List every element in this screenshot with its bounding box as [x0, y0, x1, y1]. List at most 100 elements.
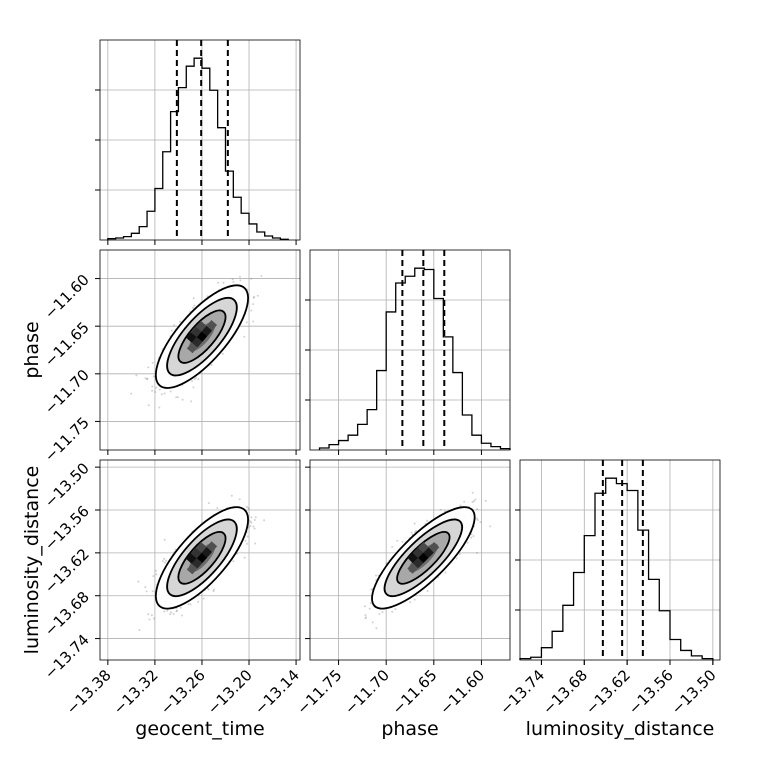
density-core — [407, 541, 440, 574]
sample-point — [231, 278, 234, 281]
sample-point — [476, 517, 478, 520]
sample-point — [147, 613, 150, 616]
sample-point — [202, 597, 205, 600]
sample-point — [158, 388, 161, 391]
sample-point — [145, 590, 148, 593]
sample-point — [189, 603, 192, 606]
sample-point — [130, 392, 133, 395]
sample-point — [444, 571, 447, 574]
sample-point — [252, 320, 255, 323]
sample-point — [221, 352, 224, 355]
sample-point — [459, 504, 462, 507]
sample-point — [210, 364, 213, 366]
sample-point — [192, 386, 195, 389]
xtick-label: −11.70 — [341, 666, 393, 718]
sample-point — [239, 275, 241, 278]
density-cell — [191, 337, 203, 348]
sample-point — [378, 613, 381, 615]
y-axis-phase: −11.75−11.70−11.65−11.60 — [41, 271, 100, 466]
sample-point — [474, 498, 477, 501]
sample-point — [193, 304, 196, 307]
hist-panel-luminosity_distance — [515, 459, 721, 665]
sample-point — [144, 586, 147, 589]
sample-point — [476, 519, 479, 521]
xtick-label: −11.75 — [293, 666, 345, 718]
sample-point — [254, 542, 257, 545]
density-cell — [423, 547, 434, 558]
sample-point — [253, 295, 256, 298]
sample-point — [212, 590, 215, 593]
panel-frame — [519, 459, 721, 661]
y-axis-label-luminosity_distance: luminosity_distance — [21, 466, 43, 655]
sample-point — [254, 516, 257, 519]
x-axis-luminosity_distance: −13.74−13.68−13.62−13.56−13.50 — [496, 660, 720, 718]
ytick-label: −13.50 — [41, 459, 93, 511]
sample-point — [146, 378, 149, 381]
sample-point — [472, 535, 475, 538]
sample-point — [426, 590, 429, 592]
density-cell — [186, 332, 197, 343]
sample-point — [177, 396, 179, 399]
sample-point — [232, 280, 235, 283]
sample-point — [158, 406, 161, 409]
sample-point — [375, 574, 377, 577]
y-axis-label-phase: phase — [21, 321, 43, 378]
sample-point — [248, 508, 250, 510]
sample-point — [463, 500, 466, 503]
panel-content — [130, 275, 263, 409]
density-cell — [428, 542, 440, 553]
sample-point — [152, 575, 155, 578]
sample-point — [252, 525, 255, 528]
sample-point — [176, 609, 178, 612]
sample-point — [148, 618, 151, 621]
sample-point — [179, 320, 181, 323]
panel-frame — [309, 249, 511, 451]
xtick-label: −13.32 — [110, 666, 162, 718]
sample-point — [161, 560, 164, 563]
density-cell — [407, 563, 418, 574]
sample-point — [239, 279, 242, 282]
sample-point — [160, 393, 163, 396]
x-axis-label-geocent_time: geocent_time — [135, 718, 264, 740]
ytick-label: −13.56 — [41, 502, 93, 554]
sample-point — [245, 505, 248, 508]
sample-point — [179, 606, 182, 609]
sample-point — [150, 614, 153, 617]
sample-point — [415, 530, 417, 532]
density-cell — [186, 553, 197, 564]
sample-point — [471, 491, 474, 494]
density-cell — [412, 557, 424, 569]
density-cell — [191, 326, 202, 338]
sample-point — [250, 521, 253, 524]
density-cell — [196, 331, 208, 342]
ytick-label: −13.68 — [41, 588, 93, 640]
sample-point — [144, 377, 147, 380]
sample-point — [151, 385, 154, 388]
sample-point — [455, 557, 458, 560]
sample-point — [439, 508, 442, 511]
xtick-label: −13.26 — [157, 666, 209, 718]
sample-point — [151, 590, 154, 593]
panel-frame — [309, 459, 511, 661]
sample-point — [247, 526, 250, 529]
density-cell — [195, 320, 207, 332]
panel-frame — [99, 249, 301, 451]
sample-point — [263, 519, 266, 522]
sample-point — [212, 588, 215, 591]
histogram-geocent_time — [107, 57, 289, 240]
sample-point — [413, 522, 416, 525]
sample-point — [169, 613, 171, 616]
histogram-phase — [318, 267, 511, 450]
sample-point — [187, 603, 190, 606]
sample-point — [246, 542, 248, 545]
sample-point — [147, 366, 150, 369]
sample-point — [479, 521, 482, 524]
xtick-label: −13.50 — [668, 666, 720, 718]
sample-point — [370, 588, 373, 591]
sample-point — [197, 378, 200, 381]
density-cell — [191, 547, 202, 559]
sample-point — [512, 497, 514, 499]
sample-point — [207, 588, 210, 591]
density-cell — [191, 558, 203, 569]
